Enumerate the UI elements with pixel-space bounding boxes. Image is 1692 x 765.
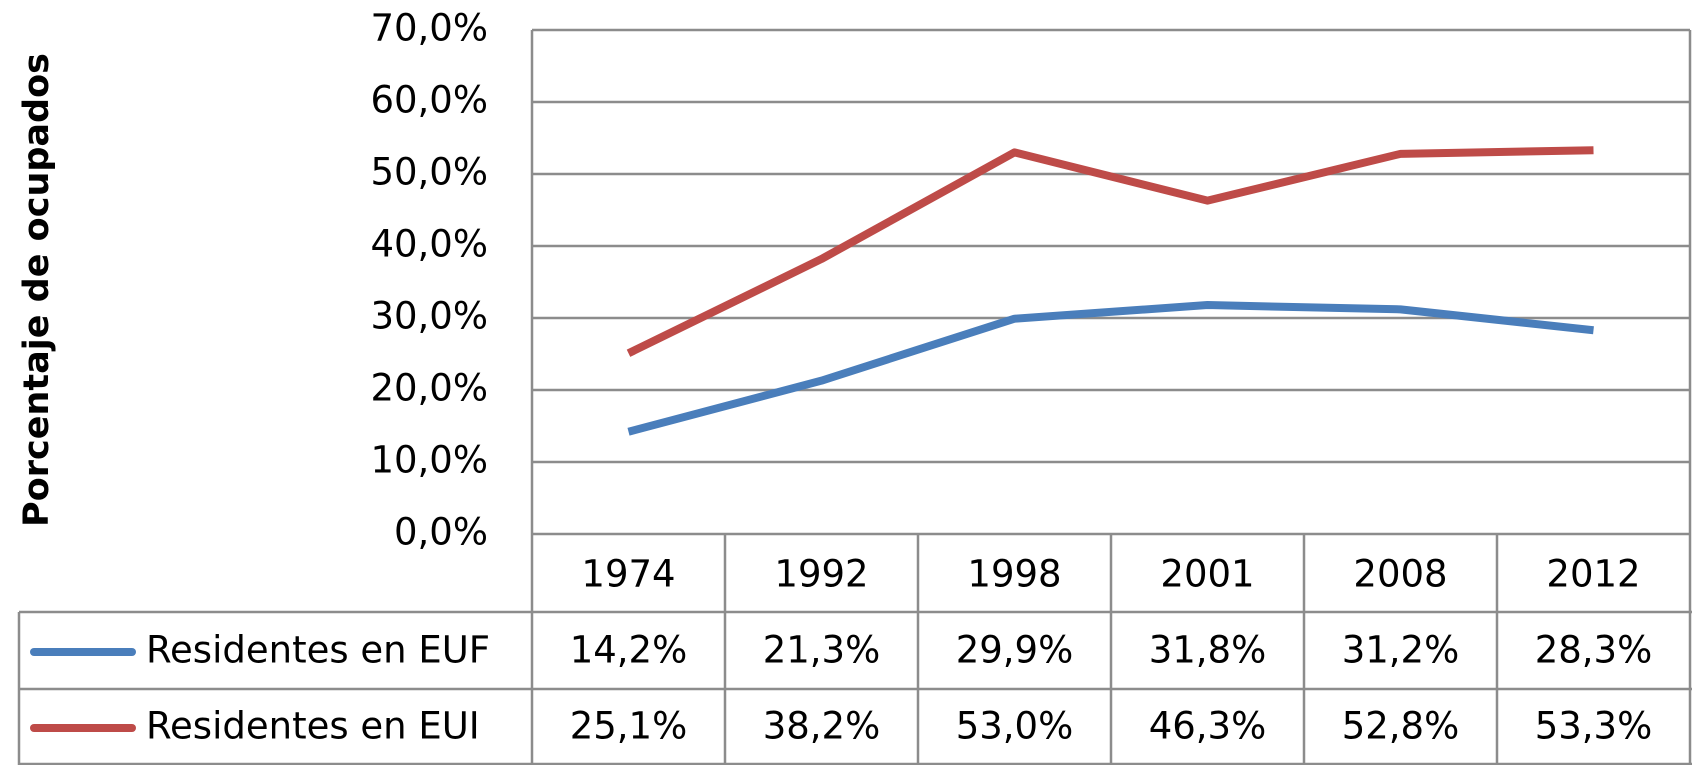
y-tick-label: 0,0% xyxy=(394,511,488,554)
table-value: 14,2% xyxy=(570,629,688,672)
table-value: 38,2% xyxy=(763,705,881,748)
legend-label: Residentes en EUF xyxy=(146,629,490,672)
table-value: 52,8% xyxy=(1342,705,1460,748)
table-value: 21,3% xyxy=(763,629,881,672)
legend-label: Residentes en EUI xyxy=(146,705,480,748)
y-axis-label: Porcentaje de ocupados xyxy=(17,53,57,527)
series-line xyxy=(626,146,1594,357)
table-value: 31,8% xyxy=(1149,629,1267,672)
y-tick-label: 50,0% xyxy=(370,151,488,194)
table-value: 25,1% xyxy=(570,705,688,748)
y-tick-label: 10,0% xyxy=(370,439,488,482)
y-tick-label: 70,0% xyxy=(370,7,488,50)
x-tick-label: 2001 xyxy=(1160,553,1254,596)
x-tick-label: 1992 xyxy=(774,553,868,596)
x-tick-label: 1998 xyxy=(967,553,1061,596)
y-tick-label: 20,0% xyxy=(370,367,488,410)
data-table-grid xyxy=(17,30,1692,765)
x-tick-label: 1974 xyxy=(581,553,675,596)
table-value: 31,2% xyxy=(1342,629,1460,672)
table-value: 46,3% xyxy=(1149,705,1267,748)
y-tick-label: 40,0% xyxy=(370,223,488,266)
x-tick-label: 2008 xyxy=(1353,553,1447,596)
table-value: 28,3% xyxy=(1535,629,1653,672)
table-value: 53,3% xyxy=(1535,705,1653,748)
x-tick-label: 2012 xyxy=(1546,553,1640,596)
table-value: 29,9% xyxy=(956,629,1074,672)
y-tick-label: 60,0% xyxy=(370,79,488,122)
table-value: 53,0% xyxy=(956,705,1074,748)
y-tick-label: 30,0% xyxy=(370,295,488,338)
series-line xyxy=(627,301,1594,436)
